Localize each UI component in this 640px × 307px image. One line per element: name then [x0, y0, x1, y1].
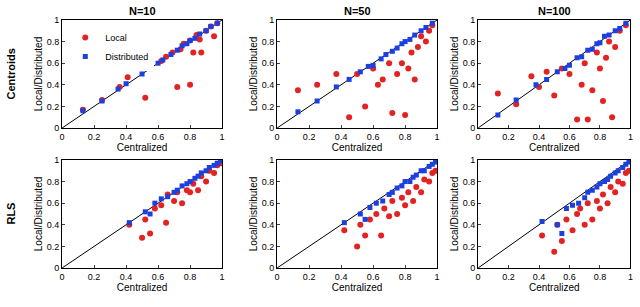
- svg-text:0.2: 0.2: [262, 102, 275, 112]
- svg-text:0.4: 0.4: [262, 80, 275, 90]
- svg-text:0.6: 0.6: [262, 198, 275, 208]
- svg-text:1: 1: [435, 132, 440, 142]
- svg-text:0.2: 0.2: [303, 132, 316, 142]
- svg-text:Local: Local: [105, 33, 127, 43]
- svg-text:0.4: 0.4: [262, 220, 275, 230]
- svg-text:0.8: 0.8: [399, 132, 412, 142]
- svg-text:0: 0: [470, 263, 475, 273]
- svg-text:Local/Distributed: Local/Distributed: [449, 37, 460, 111]
- svg-text:0.6: 0.6: [367, 272, 380, 282]
- svg-text:0.2: 0.2: [463, 242, 476, 252]
- svg-text:Centralized: Centralized: [332, 142, 383, 153]
- svg-text:0: 0: [470, 123, 475, 133]
- svg-text:0.8: 0.8: [463, 37, 476, 47]
- svg-text:1: 1: [470, 155, 475, 165]
- svg-text:0.6: 0.6: [152, 272, 165, 282]
- svg-text:0: 0: [60, 272, 65, 282]
- svg-text:Centralized: Centralized: [529, 142, 580, 153]
- svg-text:Local/Distributed: Local/Distributed: [33, 177, 44, 251]
- svg-text:0.2: 0.2: [502, 272, 515, 282]
- svg-text:0: 0: [476, 132, 481, 142]
- svg-text:Local/Distributed: Local/Distributed: [248, 37, 259, 111]
- svg-text:0.6: 0.6: [367, 132, 380, 142]
- svg-text:0.2: 0.2: [88, 132, 101, 142]
- svg-text:0.8: 0.8: [47, 37, 60, 47]
- svg-text:0.8: 0.8: [184, 272, 197, 282]
- svg-text:1: 1: [54, 155, 59, 165]
- svg-text:0.6: 0.6: [563, 132, 576, 142]
- svg-text:0: 0: [275, 272, 280, 282]
- svg-text:0.4: 0.4: [463, 220, 476, 230]
- svg-text:0.8: 0.8: [463, 177, 476, 187]
- svg-text:Centralized: Centralized: [117, 142, 168, 153]
- svg-text:1: 1: [628, 272, 633, 282]
- svg-text:0: 0: [60, 132, 65, 142]
- svg-text:0.2: 0.2: [47, 242, 60, 252]
- svg-text:1: 1: [435, 272, 440, 282]
- svg-text:0: 0: [275, 132, 280, 142]
- svg-text:0.6: 0.6: [47, 198, 60, 208]
- svg-text:0.2: 0.2: [262, 242, 275, 252]
- svg-text:0.4: 0.4: [120, 132, 133, 142]
- svg-text:0: 0: [54, 263, 59, 273]
- svg-text:N=50: N=50: [344, 5, 371, 17]
- svg-text:1: 1: [269, 15, 274, 25]
- svg-text:0.8: 0.8: [594, 132, 607, 142]
- svg-text:0: 0: [476, 272, 481, 282]
- svg-text:0.6: 0.6: [463, 198, 476, 208]
- svg-text:Centroids: Centroids: [5, 48, 17, 99]
- svg-text:0.6: 0.6: [152, 132, 165, 142]
- svg-text:0.2: 0.2: [303, 272, 316, 282]
- svg-text:0.6: 0.6: [563, 272, 576, 282]
- svg-text:0: 0: [54, 123, 59, 133]
- svg-text:0.8: 0.8: [47, 177, 60, 187]
- svg-text:0.8: 0.8: [594, 272, 607, 282]
- svg-text:N=100: N=100: [538, 5, 571, 17]
- svg-text:0.4: 0.4: [533, 132, 546, 142]
- svg-text:1: 1: [54, 15, 59, 25]
- svg-text:0.2: 0.2: [47, 102, 60, 112]
- svg-text:0: 0: [269, 263, 274, 273]
- svg-text:0.4: 0.4: [120, 272, 133, 282]
- svg-text:0.6: 0.6: [262, 58, 275, 68]
- svg-text:N=10: N=10: [129, 5, 156, 17]
- svg-text:0.8: 0.8: [262, 37, 275, 47]
- svg-text:0.4: 0.4: [335, 132, 348, 142]
- svg-text:0.8: 0.8: [184, 132, 197, 142]
- svg-text:0.2: 0.2: [502, 132, 515, 142]
- svg-text:Centralized: Centralized: [529, 282, 580, 293]
- svg-text:1: 1: [220, 272, 225, 282]
- svg-text:0.4: 0.4: [335, 272, 348, 282]
- svg-text:Local/Distributed: Local/Distributed: [248, 177, 259, 251]
- svg-text:0.6: 0.6: [47, 58, 60, 68]
- svg-text:1: 1: [220, 132, 225, 142]
- svg-text:0.6: 0.6: [463, 58, 476, 68]
- svg-text:0.4: 0.4: [47, 220, 60, 230]
- svg-text:Local/Distributed: Local/Distributed: [33, 37, 44, 111]
- svg-text:Local/Distributed: Local/Distributed: [449, 177, 460, 251]
- svg-text:1: 1: [628, 132, 633, 142]
- svg-text:0: 0: [269, 123, 274, 133]
- svg-text:1: 1: [470, 15, 475, 25]
- svg-text:0.4: 0.4: [47, 80, 60, 90]
- svg-text:Centralized: Centralized: [332, 282, 383, 293]
- svg-text:1: 1: [269, 155, 274, 165]
- svg-text:0.4: 0.4: [533, 272, 546, 282]
- svg-text:Centralized: Centralized: [117, 282, 168, 293]
- svg-text:0.4: 0.4: [463, 80, 476, 90]
- svg-text:0.8: 0.8: [262, 177, 275, 187]
- svg-text:Distributed: Distributed: [105, 52, 148, 62]
- svg-text:RLS: RLS: [5, 203, 17, 225]
- svg-text:0.8: 0.8: [399, 272, 412, 282]
- svg-text:0.2: 0.2: [463, 102, 476, 112]
- svg-text:0.2: 0.2: [88, 272, 101, 282]
